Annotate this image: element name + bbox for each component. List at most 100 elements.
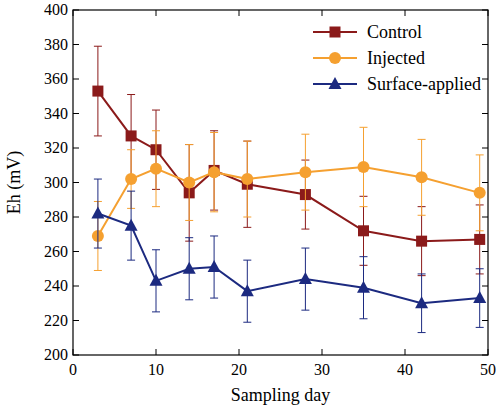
data-point: [299, 272, 312, 284]
data-point: [183, 262, 196, 274]
error-cap: [185, 144, 193, 145]
error-cap: [243, 217, 251, 218]
error-cap: [418, 273, 426, 274]
error-cap: [301, 134, 309, 135]
error-cap: [152, 249, 160, 250]
y-tick: [73, 182, 79, 183]
y-tick-right: [482, 79, 488, 80]
y-tick-right: [482, 320, 488, 321]
legend-label: Control: [367, 22, 422, 42]
y-tick-label: 220: [44, 312, 68, 329]
data-point: [92, 86, 103, 97]
x-tick-label: 30: [314, 361, 330, 378]
chart: 0102030405020022024026028030032034036038…: [0, 0, 500, 409]
error-cap: [152, 110, 160, 111]
error-cap: [94, 179, 102, 180]
error-cap: [476, 268, 484, 269]
error-cap: [418, 139, 426, 140]
y-tick: [73, 286, 79, 287]
y-tick: [73, 44, 79, 45]
y-tick-label: 260: [44, 243, 68, 260]
data-point: [208, 166, 220, 178]
error-cap: [127, 260, 135, 261]
error-cap: [152, 206, 160, 207]
y-tick-right: [482, 44, 488, 45]
data-point: [416, 236, 427, 247]
y-tick-right: [482, 113, 488, 114]
y-tick: [73, 217, 79, 218]
y-tick: [73, 79, 79, 80]
error-cap: [476, 230, 484, 231]
x-tick: [156, 349, 157, 355]
x-tick-label: 0: [69, 361, 77, 378]
y-tick-right: [482, 217, 488, 218]
error-cap: [243, 322, 251, 323]
y-tick-label: 400: [44, 1, 68, 18]
data-point: [208, 260, 221, 272]
error-cap: [418, 332, 426, 333]
error-cap: [301, 210, 309, 211]
x-tick-top: [405, 10, 406, 16]
error-cap: [94, 248, 102, 249]
error-cap: [152, 130, 160, 131]
data-point: [91, 207, 104, 219]
data-point: [241, 173, 253, 185]
data-point: [473, 291, 486, 303]
data-point: [150, 274, 163, 286]
x-tick-label: 20: [231, 361, 247, 378]
data-point: [474, 234, 485, 245]
data-point: [183, 177, 195, 189]
data-point: [125, 173, 137, 185]
error-cap: [185, 237, 193, 238]
series-line: [98, 167, 480, 236]
error-cap: [210, 211, 218, 212]
y-tick: [73, 113, 79, 114]
error-cap: [94, 270, 102, 271]
error-cap: [210, 130, 218, 131]
x-tick-top: [322, 10, 323, 16]
legend-marker: [329, 77, 342, 89]
error-cap: [360, 127, 368, 128]
error-stem: [189, 145, 190, 242]
plot-frame: [73, 10, 488, 355]
y-tick-right: [482, 182, 488, 183]
error-cap: [301, 229, 309, 230]
x-tick-label: 40: [397, 361, 413, 378]
data-point: [474, 187, 486, 199]
error-cap: [243, 227, 251, 228]
legend-label: Surface-applied: [367, 74, 481, 94]
error-cap: [127, 94, 135, 95]
data-point: [126, 130, 137, 141]
error-cap: [94, 46, 102, 47]
x-tick: [239, 349, 240, 355]
y-tick-right: [482, 286, 488, 287]
error-cap: [301, 310, 309, 311]
y-tick-label: 280: [44, 208, 68, 225]
error-cap: [127, 191, 135, 192]
data-point: [357, 281, 370, 293]
legend-marker: [330, 27, 341, 38]
error-cap: [476, 327, 484, 328]
data-point: [150, 163, 162, 175]
error-cap: [418, 215, 426, 216]
legend: ControlInjectedSurface-applied: [313, 22, 481, 94]
data-point: [299, 166, 311, 178]
error-cap: [127, 149, 135, 150]
x-tick-top: [239, 10, 240, 16]
error-cap: [210, 298, 218, 299]
y-tick-right: [482, 251, 488, 252]
error-cap: [243, 141, 251, 142]
y-axis-label: Eh (mV): [4, 151, 25, 214]
error-cap: [94, 135, 102, 136]
data-point: [358, 225, 369, 236]
y-tick-label: 320: [44, 139, 68, 156]
y-tick: [73, 320, 79, 321]
legend-marker: [329, 52, 341, 64]
x-tick-label: 10: [148, 361, 164, 378]
data-point: [241, 284, 254, 296]
x-tick: [405, 349, 406, 355]
y-tick: [73, 251, 79, 252]
x-tick: [322, 349, 323, 355]
error-cap: [360, 318, 368, 319]
error-cap: [360, 256, 368, 257]
